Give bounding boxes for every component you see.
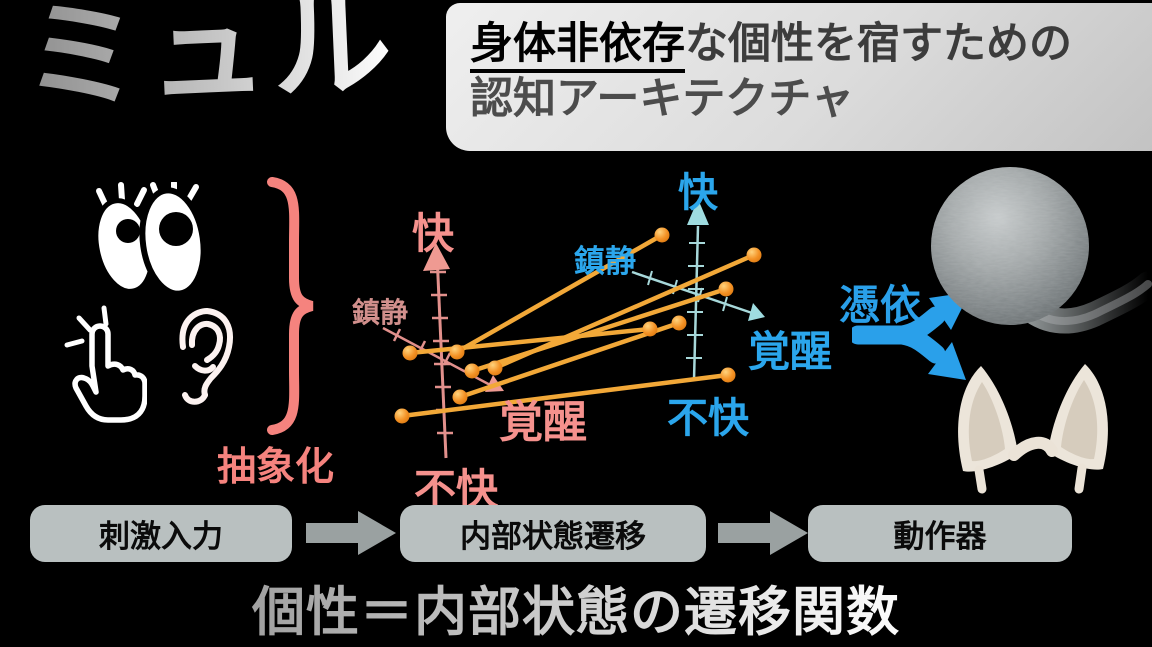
header-box: 身体非依存な個性を宿すための 認知アーキテクチャ (446, 3, 1152, 151)
flow-box-label: 内部状態遷移 (460, 519, 646, 554)
header-line2: 認知アーキテクチャ (470, 75, 854, 124)
branch-arrow-icon (852, 292, 970, 380)
flow-box-stimulus-input: 刺激入力 (30, 505, 292, 562)
blue-axis-label-back: 鎮静 (574, 244, 636, 279)
curly-brace (267, 177, 314, 435)
flow-box-label: 刺激入力 (99, 519, 223, 554)
bottom-caption: 個性＝内部状態の遷移関数 (0, 570, 1152, 646)
pink-axis-label-back: 鎮静 (352, 297, 409, 328)
flow-box-label: 動作器 (893, 519, 987, 554)
flow-arrow-icon (306, 511, 396, 555)
blue-axis-label-front: 覚醒 (748, 328, 833, 375)
flow-box-actuator: 動作器 (808, 505, 1072, 562)
tap-finger-icon (64, 305, 147, 423)
qoobo-tail-robot (931, 167, 1152, 334)
blue-axis-label-down: 不快 (667, 395, 749, 441)
flow-box-internal-state-transition: 内部状態遷移 (400, 505, 706, 562)
blue-axis-lines (631, 199, 765, 381)
ear-icon (179, 307, 233, 405)
header-line1-rest: な個性を宿すための (685, 20, 1072, 68)
header-line1: 身体非依存な個性を宿すための (470, 17, 1152, 73)
flow-arrow-icon (718, 511, 808, 555)
eyes-icon (93, 182, 207, 297)
blue-axis-label-up: 快 (678, 171, 718, 215)
header-highlight: 身体非依存 (470, 20, 685, 73)
cat-ears-headband (958, 364, 1108, 494)
pink-axis-label-up: 快 (412, 210, 455, 257)
possession-label: 憑依 (839, 282, 921, 328)
abstraction-label: 抽象化 (217, 446, 335, 489)
pink-axis-label-front: 覚醒 (499, 398, 587, 447)
state-mapping-links (394, 227, 762, 424)
